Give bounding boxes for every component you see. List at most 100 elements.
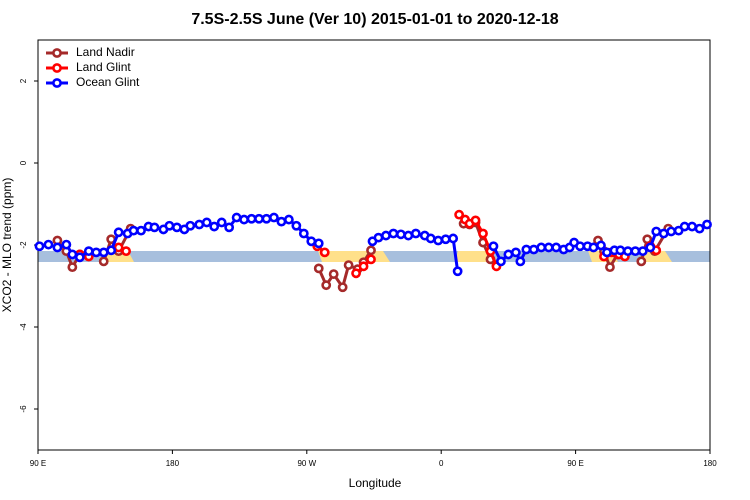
legend-marker bbox=[52, 48, 62, 58]
data-point bbox=[448, 233, 459, 244]
data-point bbox=[622, 246, 633, 257]
data-point bbox=[410, 228, 421, 239]
data-point bbox=[351, 268, 361, 279]
data-point bbox=[575, 241, 585, 252]
data-point bbox=[366, 245, 376, 256]
x-tick-label: 180 bbox=[703, 459, 717, 468]
data-point bbox=[91, 247, 102, 258]
data-point bbox=[328, 269, 339, 280]
data-point bbox=[113, 227, 124, 238]
data-point bbox=[425, 233, 436, 244]
y-tick-label: 0 bbox=[19, 160, 28, 165]
data-point bbox=[283, 214, 294, 225]
data-point bbox=[395, 229, 406, 240]
data-point bbox=[454, 209, 465, 220]
data-point bbox=[702, 219, 712, 230]
data-point bbox=[291, 220, 302, 231]
data-point bbox=[276, 216, 287, 227]
legend-label: Land Glint bbox=[76, 60, 131, 74]
data-point bbox=[261, 213, 272, 224]
y-tick-label: -4 bbox=[19, 323, 28, 331]
data-point bbox=[503, 249, 514, 260]
data-point bbox=[605, 262, 615, 273]
data-point bbox=[43, 239, 54, 250]
data-point bbox=[246, 213, 257, 224]
data-point bbox=[83, 246, 94, 257]
data-point bbox=[433, 235, 444, 246]
x-tick-label: 90 E bbox=[30, 459, 46, 468]
data-point bbox=[321, 280, 332, 291]
data-point bbox=[496, 256, 506, 267]
data-point bbox=[136, 225, 146, 236]
data-point bbox=[478, 228, 488, 239]
data-point bbox=[224, 222, 235, 233]
data-point bbox=[381, 230, 391, 241]
data-point bbox=[636, 256, 647, 267]
data-point bbox=[651, 226, 662, 237]
data-point bbox=[98, 247, 109, 258]
data-point bbox=[185, 220, 196, 231]
data-point bbox=[358, 261, 369, 272]
data-point bbox=[645, 242, 656, 253]
data-point bbox=[113, 242, 124, 253]
data-point bbox=[687, 221, 697, 232]
data-point bbox=[337, 282, 348, 293]
data-point bbox=[149, 222, 160, 233]
data-point bbox=[98, 256, 109, 267]
data-point bbox=[313, 238, 324, 249]
data-point bbox=[343, 260, 354, 270]
data-point bbox=[452, 266, 463, 277]
data-point bbox=[388, 228, 399, 239]
data-point bbox=[666, 226, 677, 237]
data-point bbox=[194, 219, 205, 230]
data-point bbox=[306, 236, 317, 247]
x-tick-label: 90 E bbox=[567, 459, 583, 468]
data-point bbox=[588, 242, 599, 253]
x-tick-label: 90 W bbox=[297, 459, 316, 468]
data-point bbox=[67, 249, 78, 260]
legend-marker bbox=[52, 78, 62, 88]
data-point bbox=[630, 246, 641, 257]
data-point bbox=[106, 245, 117, 256]
data-point bbox=[239, 214, 249, 225]
data-point bbox=[488, 241, 499, 252]
data-point bbox=[615, 245, 626, 256]
data-point bbox=[74, 252, 85, 263]
data-point bbox=[551, 242, 562, 253]
data-point bbox=[61, 239, 72, 250]
data-point bbox=[52, 242, 63, 253]
data-point bbox=[510, 247, 521, 258]
data-point bbox=[536, 242, 547, 253]
y-tick-label: 2 bbox=[19, 78, 28, 83]
data-point bbox=[201, 217, 212, 228]
legend-label: Land Nadir bbox=[76, 45, 135, 59]
data-point bbox=[128, 225, 139, 236]
data-point bbox=[254, 213, 264, 224]
data-point bbox=[319, 247, 330, 258]
data-point bbox=[596, 240, 606, 251]
data-point bbox=[637, 246, 648, 257]
series bbox=[34, 212, 712, 277]
legend-marker bbox=[52, 63, 62, 73]
data-point bbox=[269, 212, 279, 223]
land-band bbox=[640, 251, 672, 262]
data-point bbox=[543, 242, 554, 253]
data-point bbox=[602, 247, 612, 258]
data-point bbox=[694, 223, 705, 234]
y-axis-label: XCO2 - MLO trend (ppm) bbox=[0, 178, 14, 313]
data-point bbox=[470, 215, 481, 226]
data-point bbox=[209, 221, 220, 232]
data-point bbox=[164, 220, 175, 231]
data-point bbox=[366, 254, 376, 265]
data-point bbox=[34, 241, 45, 252]
data-point bbox=[298, 228, 309, 239]
x-axis-label: Longitude bbox=[349, 476, 402, 490]
data-point bbox=[121, 246, 132, 257]
data-point bbox=[403, 230, 414, 241]
y-tick-label: -6 bbox=[19, 405, 28, 413]
data-point bbox=[231, 212, 242, 223]
data-point bbox=[679, 221, 690, 232]
data-point bbox=[67, 262, 78, 273]
